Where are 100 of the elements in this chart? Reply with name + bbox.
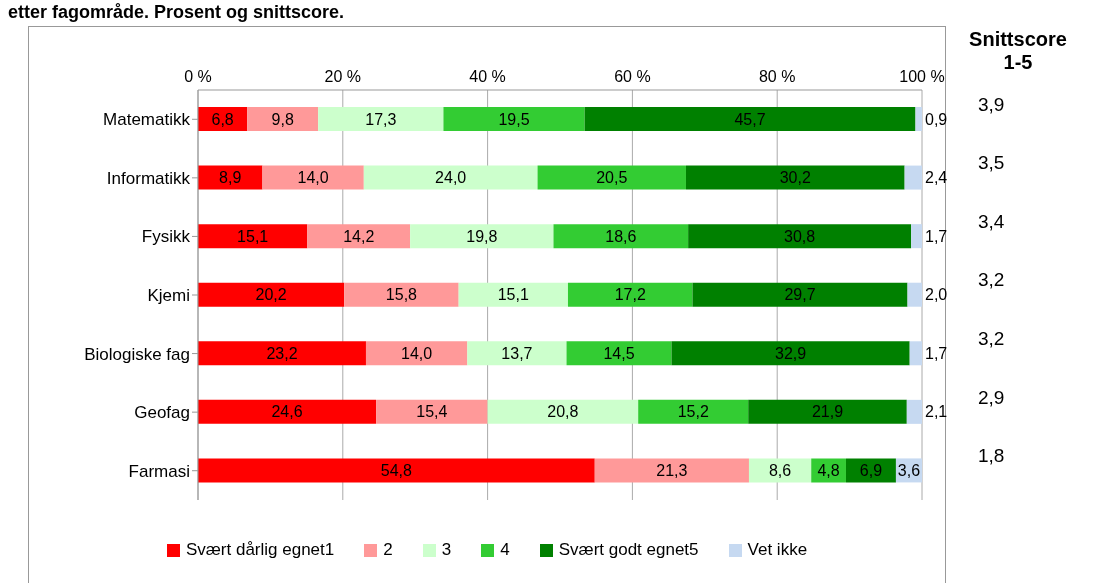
data-label: 15,8 (385, 286, 418, 304)
bar (915, 107, 922, 131)
y-tick-label: Fysikk (141, 227, 191, 247)
bar (537, 165, 686, 190)
x-tick-label: 60 % (614, 68, 651, 85)
bar (318, 107, 444, 131)
bar (247, 107, 319, 131)
data-label: 45,7 (734, 110, 766, 128)
data-label: 21,3 (656, 461, 688, 479)
data-label: 0,9 (925, 110, 948, 128)
bar (198, 399, 377, 424)
data-label: 15,1 (497, 286, 529, 304)
bar (909, 341, 922, 366)
bar (198, 282, 345, 307)
data-label: 32,9 (775, 344, 807, 362)
y-tick-label: Informatikk (106, 168, 191, 188)
bar (363, 165, 538, 190)
data-label: 23,2 (266, 344, 298, 362)
data-label: 20,5 (596, 169, 628, 187)
data-label: 8,6 (768, 461, 792, 479)
y-tick-label: Farmasi (128, 461, 190, 481)
bar (307, 224, 411, 249)
bar (365, 341, 468, 366)
bar (410, 224, 554, 249)
data-label: 6,8 (211, 110, 234, 128)
data-label: 20,8 (547, 403, 579, 421)
bar (748, 399, 907, 424)
legend-label: 2 (383, 540, 393, 560)
bar (688, 224, 912, 249)
data-label: 8,9 (219, 169, 242, 187)
data-label: 14,5 (603, 344, 635, 362)
bar (198, 458, 595, 483)
bar (685, 165, 905, 190)
bar (198, 224, 308, 249)
data-label: 17,2 (614, 286, 646, 304)
legend-label: Svært dårlig egnet1 (185, 540, 335, 560)
text: 2,9 (978, 386, 1005, 409)
data-label: 15,2 (677, 403, 709, 421)
data-label: 19,8 (466, 227, 498, 245)
x-tick-label: 40 % (469, 68, 506, 85)
data-label: 24,6 (271, 403, 303, 421)
bar (904, 165, 922, 190)
y-tick-label: Kjemi (147, 286, 190, 306)
data-label: 6,9 (859, 461, 883, 479)
data-label: 14,0 (297, 169, 329, 187)
x-tick-label: 80 % (758, 68, 796, 85)
data-label: 15,1 (237, 227, 269, 245)
bar (566, 341, 672, 366)
data-label: 9,8 (271, 110, 294, 128)
bar (376, 399, 488, 424)
text: 3,9 (978, 93, 1005, 116)
bar (671, 341, 910, 366)
data-label: 20,2 (255, 286, 287, 304)
bar (692, 282, 908, 307)
x-tick-label: 0 % (184, 68, 212, 85)
bar (638, 399, 749, 424)
text: 1,8 (978, 445, 1005, 468)
bar (584, 107, 916, 131)
data-label: 24,0 (435, 169, 467, 187)
legend-label: Svært godt egnet5 (558, 540, 699, 560)
bar (567, 282, 693, 307)
y-tick-label: Biologiske fag (84, 344, 190, 364)
bar (594, 458, 749, 483)
data-label: 30,8 (784, 227, 816, 245)
data-label: 29,7 (784, 286, 816, 304)
bar (344, 282, 459, 307)
bar (487, 399, 639, 424)
data-label: 14,2 (343, 227, 375, 245)
data-label: 13,7 (501, 344, 533, 362)
data-label: 14,0 (401, 344, 433, 362)
chart-title: etter fagområde. Prosent og snittscore. (8, 2, 345, 23)
bar (198, 341, 366, 366)
bar (443, 107, 585, 131)
data-label: 30,2 (779, 169, 811, 187)
data-label: 21,9 (811, 403, 844, 421)
y-tick-label: Geofag (134, 403, 190, 423)
text: 3,2 (978, 269, 1005, 292)
text: Snittscore 1-5 (968, 28, 1068, 74)
x-tick-label: 20 % (324, 68, 362, 85)
data-label: 3,6 (897, 461, 921, 479)
bar (906, 399, 922, 424)
data-label: 1,7 (925, 227, 948, 245)
data-label: 2,1 (925, 403, 948, 421)
data-label: 2,4 (925, 169, 948, 187)
text: 3,2 (978, 327, 1005, 350)
text: 3,5 (978, 152, 1005, 175)
bar (553, 224, 689, 249)
bar (911, 224, 922, 249)
bar (458, 282, 568, 307)
data-label: 4,8 (817, 461, 840, 479)
data-label: 1,7 (925, 344, 948, 362)
data-label: 2,0 (925, 286, 948, 304)
y-tick-label: Matematikk (103, 110, 191, 130)
bar (907, 282, 922, 307)
data-label: 18,6 (605, 227, 637, 245)
bar (262, 165, 364, 190)
data-label: 17,3 (365, 110, 397, 128)
legend-label: 3 (441, 540, 452, 560)
legend-label: 4 (500, 540, 510, 560)
data-label: 15,4 (416, 403, 448, 421)
